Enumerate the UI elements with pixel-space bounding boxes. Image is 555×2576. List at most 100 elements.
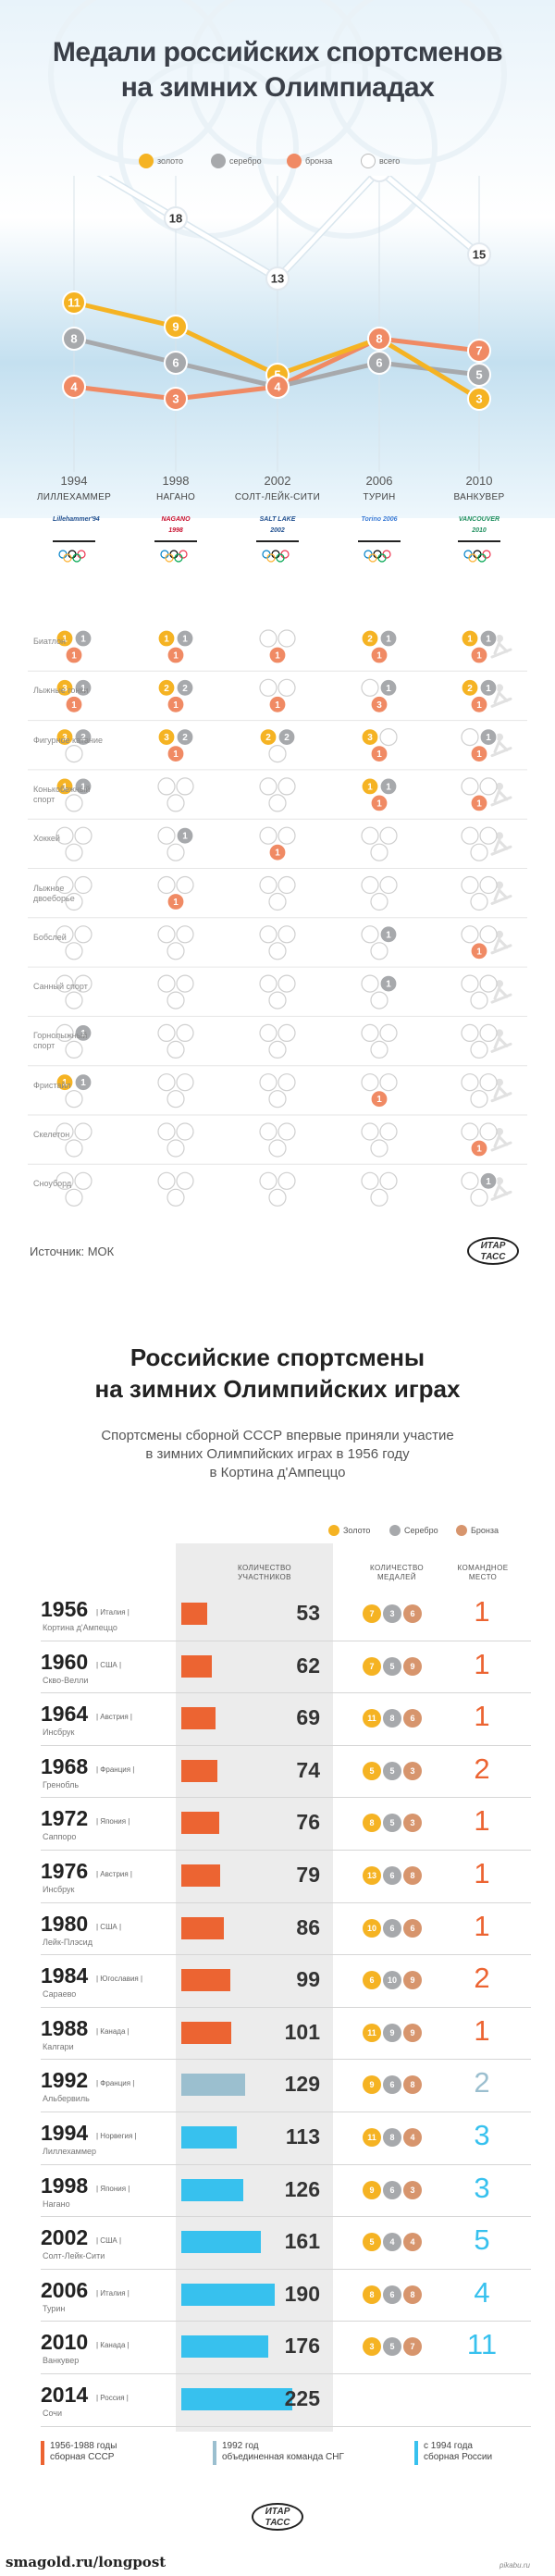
team-place-1960: 1 bbox=[474, 1647, 490, 1680]
data-label-серебро-2010: 5 bbox=[475, 368, 482, 382]
medal-silver-1994 bbox=[74, 727, 92, 747]
point-серебро-1998 bbox=[164, 351, 188, 375]
subtitle-line-1: Спортсмены сборной СССР впервые приняли … bbox=[101, 1428, 454, 1443]
medal-gold-1998 bbox=[157, 1073, 176, 1092]
table-row-divider bbox=[41, 2425, 531, 2427]
medal-count: 3 bbox=[367, 733, 373, 743]
medal-count: 2 bbox=[467, 684, 473, 694]
row-city-1976: Инсбрук bbox=[43, 1885, 75, 1894]
data-label-бронза-1994: 4 bbox=[70, 380, 78, 394]
medal-bronze-2006 bbox=[370, 892, 388, 911]
medal-bronze-2010 bbox=[470, 892, 488, 911]
medal-silver-2010 bbox=[479, 826, 498, 845]
participants-value-1972: 76 bbox=[296, 1810, 320, 1835]
city-label-2006: ТУРИН bbox=[363, 492, 396, 502]
team-place-2010: 11 bbox=[466, 2328, 498, 2361]
point-золото-1998 bbox=[164, 315, 188, 339]
medal-silver-2002 bbox=[278, 1023, 296, 1042]
participants-bar-1994 bbox=[181, 2126, 237, 2149]
point-бронза-2006 bbox=[367, 327, 391, 351]
table-row-divider bbox=[41, 1850, 531, 1851]
medal-silver-1994 bbox=[74, 777, 92, 796]
point-всего-1998 bbox=[164, 206, 188, 230]
medal-count: 1 bbox=[164, 635, 169, 645]
medal-gold-2006 bbox=[361, 629, 379, 648]
medal-silver-2006 bbox=[379, 875, 398, 895]
data-label-бронза-2010: 7 bbox=[475, 344, 482, 358]
medals-bronze-2006: 8 bbox=[403, 2285, 422, 2304]
medal-silver-2006 bbox=[379, 1171, 398, 1190]
medal-count: 1 bbox=[386, 635, 391, 645]
sport-label-8: Горнолыжный спорт bbox=[33, 1031, 88, 1051]
point-золото-1994 bbox=[62, 291, 86, 315]
medal-silver-1998 bbox=[176, 974, 194, 993]
header-participants-line-1: КОЛИЧЕСТВО bbox=[237, 1564, 292, 1572]
medal-count: 3 bbox=[62, 733, 68, 743]
medal-silver-2006 bbox=[379, 925, 398, 944]
medal-bronze-2010 bbox=[470, 1139, 488, 1158]
medal-gold-2002 bbox=[259, 777, 278, 796]
row-country-1972: | Япония | bbox=[96, 1817, 130, 1827]
row-city-1956: Кортина д'Ампеццо bbox=[43, 1623, 117, 1632]
medal-silver-2006 bbox=[379, 629, 398, 648]
medal-count: 1 bbox=[182, 832, 188, 842]
medals-gold-2002: 5 bbox=[363, 2233, 381, 2252]
medal-bronze-2002 bbox=[268, 794, 287, 812]
participants-value-1964: 69 bbox=[296, 1705, 320, 1730]
participants-value-2002: 161 bbox=[284, 2229, 320, 2254]
medal-count: 1 bbox=[367, 782, 373, 792]
medal-bronze-2006 bbox=[370, 695, 388, 713]
olympic-rings-icon bbox=[262, 550, 290, 563]
participants-bar-1988 bbox=[181, 2021, 231, 2044]
source-note: Источник: МОК bbox=[30, 1245, 115, 1258]
section2-legend: Золото Серебро Бронза bbox=[328, 1523, 532, 1538]
data-label-всего-1998: 18 bbox=[169, 212, 182, 226]
medals-bronze-1968: 3 bbox=[403, 1761, 422, 1780]
team-place-2002: 5 bbox=[474, 2223, 490, 2257]
medal-gold-1998 bbox=[157, 925, 176, 944]
medal-count: 1 bbox=[275, 700, 280, 711]
point-всего-2002 bbox=[265, 266, 290, 291]
site-watermark[interactable]: smagold.ru/longpost bbox=[6, 2554, 166, 2570]
medal-gold-1994 bbox=[56, 678, 74, 697]
team-place-1988: 1 bbox=[474, 2013, 490, 2047]
table-row-divider bbox=[41, 2321, 531, 2322]
row-city-1992: Альбервиль bbox=[43, 2094, 90, 2104]
medals-bronze-1988: 9 bbox=[403, 2023, 422, 2042]
row-country-1998: | Япония | bbox=[96, 2184, 130, 2193]
medal-silver-2010 bbox=[479, 1023, 498, 1042]
medal-gold-2002 bbox=[259, 925, 278, 944]
city-label-2010: ВАНКУВЕР bbox=[453, 492, 505, 502]
medal-gold-2006 bbox=[361, 727, 379, 747]
row-city-1972: Саппоро bbox=[43, 1832, 77, 1842]
footer-rus-line-1: с 1994 года bbox=[424, 2441, 473, 2451]
participants-bar-1984 bbox=[181, 1969, 230, 1992]
olympic-rings-icon bbox=[364, 550, 391, 563]
medal-bronze-2006 bbox=[370, 1040, 388, 1059]
medals-gold-1968: 5 bbox=[363, 1761, 381, 1780]
row-country-1968: | Франция | bbox=[96, 1765, 135, 1774]
team-place-2006: 4 bbox=[474, 2275, 490, 2309]
row-city-2006: Турин bbox=[43, 2303, 66, 2313]
row-year-1988: 1988 bbox=[41, 2015, 89, 2040]
legend-bronze-swatch bbox=[287, 154, 302, 168]
sport-label-1: Лыжные гонки bbox=[33, 686, 89, 696]
medal-bronze-2010 bbox=[470, 942, 488, 960]
nordic-combined-icon bbox=[490, 881, 512, 905]
medal-bronze-2010 bbox=[470, 1090, 488, 1108]
participants-value-1960: 62 bbox=[296, 1653, 320, 1678]
medal-count: 2 bbox=[164, 684, 169, 694]
biathlon-icon bbox=[490, 635, 512, 659]
medal-count: 2 bbox=[284, 733, 290, 743]
title-line-1: Медали российских спортсменов bbox=[52, 37, 503, 68]
data-label-всего-2006: 22 bbox=[373, 176, 386, 178]
legend2-bronze-swatch bbox=[456, 1525, 467, 1536]
medal-silver-2002 bbox=[278, 925, 296, 944]
medal-count: 1 bbox=[80, 1029, 86, 1039]
point-серебро-2010 bbox=[467, 363, 491, 387]
row-city-2002: Солт-Лейк-Сити bbox=[43, 2251, 105, 2261]
medal-count: 1 bbox=[173, 749, 179, 760]
medal-silver-2002 bbox=[278, 1073, 296, 1092]
itar-tass-logo-1: ИТАР ТАСС bbox=[467, 1237, 519, 1265]
row-country-2014: | Россия | bbox=[96, 2394, 129, 2402]
